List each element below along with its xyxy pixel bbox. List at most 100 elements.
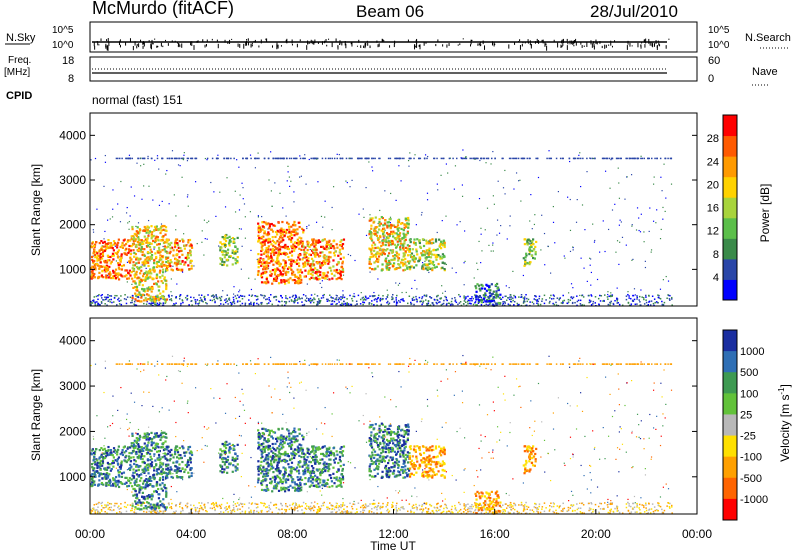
echo-cell [377, 228, 381, 231]
echo-cell [345, 304, 347, 306]
echo-cell [186, 160, 189, 162]
echo-cell [256, 273, 260, 276]
echo-cell [294, 228, 297, 231]
echo-cell [224, 507, 226, 509]
echo-cell [346, 302, 349, 304]
echo-cell [462, 149, 464, 151]
echo-cell [305, 300, 308, 303]
echo-cell [538, 503, 541, 505]
echo-cell [342, 294, 344, 296]
echo-cell [426, 157, 428, 160]
echo-cell [409, 253, 412, 257]
echo-cell [362, 511, 364, 514]
echo-cell [470, 298, 472, 300]
echo-cell [104, 248, 108, 251]
echo-cell [304, 264, 307, 268]
echo-cell [588, 502, 590, 505]
echo-cell [386, 301, 388, 304]
echo-cell [143, 272, 147, 275]
echo-cell [384, 243, 387, 247]
echo-cell [366, 157, 369, 160]
echo-cell [393, 508, 396, 511]
echo-cell [426, 249, 429, 252]
echo-cell [187, 194, 189, 196]
echo-cell [127, 222, 129, 224]
echo-cell [406, 248, 409, 251]
echo-cell [402, 506, 404, 508]
echo-cell [231, 236, 235, 240]
echo-cell [152, 510, 154, 512]
echo-cell [404, 238, 407, 241]
echo-cell [271, 282, 274, 285]
echo-cell [158, 302, 161, 304]
echo-cell [179, 165, 181, 167]
echo-cell [113, 509, 115, 511]
echo-cell [186, 157, 189, 160]
echo-cell [370, 233, 373, 236]
echo-cell [307, 257, 310, 260]
echo-cell [291, 245, 295, 249]
echo-cell [194, 509, 197, 512]
echo-cell [486, 299, 489, 302]
echo-cell [253, 301, 255, 304]
echo-cell [320, 245, 323, 248]
echo-cell [125, 269, 128, 272]
echo-cell [307, 507, 310, 510]
echo-cell [229, 255, 232, 258]
echo-cell [104, 242, 107, 246]
noise-point [321, 41, 323, 45]
echo-cell [315, 248, 318, 251]
echo-cell [629, 157, 632, 160]
echo-cell [489, 294, 492, 297]
echo-cell [125, 298, 128, 301]
echo-cell [187, 241, 190, 244]
echo-cell [308, 277, 311, 281]
echo-cell [194, 302, 197, 305]
echo-cell [576, 295, 578, 297]
echo-cell [271, 239, 275, 242]
echo-cell [425, 242, 428, 245]
echo-cell [632, 294, 635, 297]
echo-cell [391, 506, 394, 508]
echo-cell [90, 302, 93, 304]
echo-cell [331, 244, 334, 248]
echo-cell [467, 510, 469, 513]
echo-cell [280, 281, 283, 284]
echo-cell [369, 256, 372, 259]
echo-cell [426, 510, 428, 513]
echo-cell [201, 241, 203, 243]
echo-cell [161, 268, 165, 271]
echo-cell [286, 235, 290, 239]
echo-cell [530, 245, 533, 249]
echo-cell [347, 253, 349, 256]
echo-cell [427, 155, 429, 158]
echo-cell [494, 302, 498, 305]
echo-cell [437, 262, 440, 266]
echo-cell [137, 248, 140, 252]
echo-cell [184, 261, 187, 264]
echo-cell [179, 503, 181, 505]
echo-cell [526, 300, 528, 303]
echo-cell [382, 295, 384, 297]
echo-cell [170, 241, 173, 245]
colorbar-segment [723, 279, 737, 301]
echo-cell [156, 155, 159, 157]
echo-cell [298, 264, 301, 268]
echo-cell [292, 300, 295, 303]
echo-cell [258, 230, 262, 233]
echo-cell [288, 238, 291, 241]
echo-cell [327, 157, 330, 160]
echo-cell [162, 510, 165, 512]
echo-cell [106, 304, 108, 306]
echo-cell [135, 230, 138, 233]
echo-cell [592, 508, 595, 511]
echo-cell [98, 511, 100, 514]
echo-cell [98, 250, 101, 253]
echo-cell [611, 502, 614, 504]
echo-cell [589, 157, 592, 160]
echo-cell [221, 235, 224, 239]
echo-cell [239, 194, 241, 196]
echo-cell [553, 295, 556, 297]
echo-cell [333, 269, 336, 272]
echo-cell [341, 157, 344, 160]
